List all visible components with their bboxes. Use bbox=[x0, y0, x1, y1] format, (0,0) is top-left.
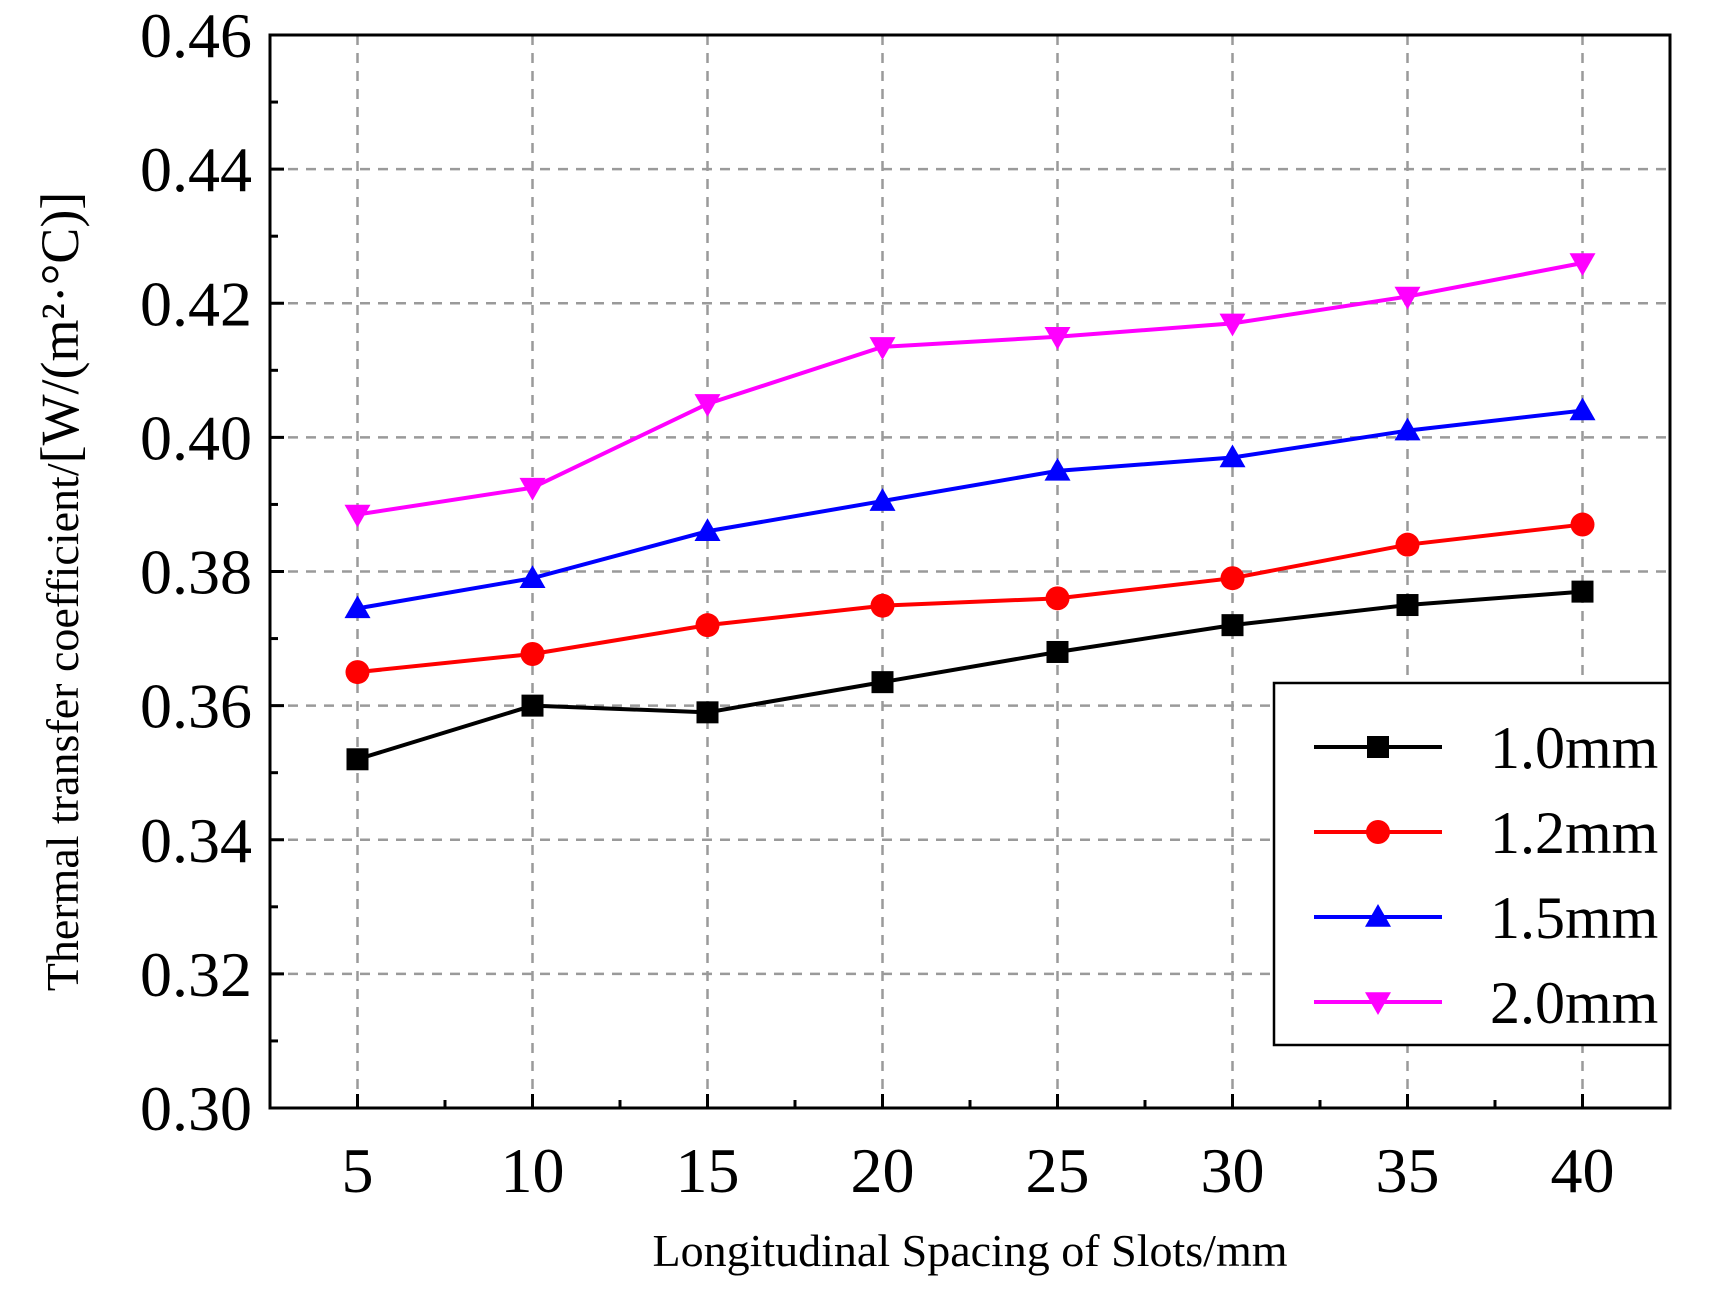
series-1-5mm bbox=[344, 397, 1596, 619]
data-point-1-0mm bbox=[1221, 614, 1244, 637]
series-line-1-5mm bbox=[357, 408, 1583, 611]
y-tick-label: 0.44 bbox=[140, 134, 252, 205]
data-point-1-0mm bbox=[1571, 580, 1594, 603]
legend-marker bbox=[1366, 820, 1390, 844]
data-point-1-2mm bbox=[1220, 566, 1245, 591]
data-point-1-0mm bbox=[871, 671, 894, 694]
data-point-1-5mm bbox=[344, 595, 371, 619]
data-point-1-5mm bbox=[1394, 417, 1421, 441]
data-point-1-2mm bbox=[1395, 532, 1420, 557]
y-tick-label: 0.40 bbox=[140, 402, 252, 473]
data-point-1-2mm bbox=[870, 593, 895, 618]
y-tick-label: 0.46 bbox=[140, 0, 252, 71]
y-tick-label: 0.38 bbox=[140, 537, 252, 608]
y-tick-label: 0.36 bbox=[140, 671, 252, 742]
data-point-1-2mm bbox=[1570, 512, 1595, 537]
legend-marker bbox=[1367, 736, 1389, 758]
data-point-1-2mm bbox=[695, 613, 720, 638]
legend-label: 1.2mm bbox=[1490, 800, 1658, 866]
data-point-1-5mm bbox=[694, 518, 721, 542]
data-point-1-0mm bbox=[1396, 594, 1419, 617]
y-tick-label: 0.32 bbox=[140, 939, 252, 1010]
x-axis-title: Longitudinal Spacing of Slots/mm bbox=[652, 1225, 1287, 1276]
data-point-1-2mm bbox=[345, 660, 370, 685]
legend: 1.0mm 1.2mm 1.5mm 2.0mm bbox=[1272, 681, 1672, 1047]
y-tick-label: 0.30 bbox=[140, 1073, 252, 1144]
x-tick-label: 20 bbox=[851, 1135, 915, 1206]
data-point-1-0mm bbox=[521, 694, 544, 717]
data-series bbox=[344, 253, 1596, 771]
legend-item-2-0mm: 2.0mm bbox=[1314, 970, 1658, 1036]
legend-marker bbox=[1365, 904, 1391, 927]
x-axis-ticks: 5 10 15 20 25 30 35 40 bbox=[342, 1094, 1615, 1206]
x-tick-label: 35 bbox=[1376, 1135, 1440, 1206]
data-point-1-5mm bbox=[519, 565, 546, 588]
legend-label: 2.0mm bbox=[1490, 970, 1658, 1036]
x-tick-label: 10 bbox=[501, 1135, 565, 1206]
series-line-1-0mm bbox=[356, 589, 1583, 762]
legend-item-1-5mm: 1.5mm bbox=[1314, 885, 1658, 951]
legend-marker bbox=[1365, 992, 1391, 1015]
data-point-2-0mm bbox=[869, 337, 896, 360]
data-point-1-5mm bbox=[1569, 397, 1596, 421]
data-point-1-2mm bbox=[1045, 586, 1070, 611]
data-point-1-5mm bbox=[1044, 457, 1071, 481]
x-tick-label: 15 bbox=[676, 1135, 740, 1206]
y-axis-title: Thermal transfer coefficient/[W/(m²·°C)] bbox=[30, 192, 90, 992]
x-tick-label: 30 bbox=[1201, 1135, 1265, 1206]
data-point-1-2mm bbox=[520, 641, 545, 666]
data-point-1-5mm bbox=[869, 488, 896, 511]
x-tick-label: 25 bbox=[1026, 1135, 1090, 1206]
data-point-1-0mm bbox=[346, 748, 369, 771]
y-axis-ticks: 0.30 0.32 0.34 0.36 0.38 0.40 0.42 0.44 0.46 bbox=[140, 0, 284, 1144]
data-point-1-5mm bbox=[1219, 444, 1246, 468]
data-point-1-0mm bbox=[1046, 640, 1069, 663]
x-tick-label: 5 bbox=[342, 1135, 374, 1206]
x-tick-label: 40 bbox=[1551, 1135, 1615, 1206]
y-tick-label: 0.42 bbox=[140, 268, 252, 339]
data-point-2-0mm bbox=[344, 504, 371, 528]
data-point-2-0mm bbox=[1394, 286, 1421, 310]
data-point-2-0mm bbox=[519, 477, 546, 501]
legend-item-1-0mm: 1.0mm bbox=[1314, 715, 1658, 781]
legend-label: 1.5mm bbox=[1490, 885, 1658, 951]
data-point-2-0mm bbox=[1044, 327, 1071, 350]
data-point-2-0mm bbox=[1569, 253, 1596, 277]
y-axis-title-unit: [W/(m²·°C)] bbox=[30, 192, 90, 464]
y-tick-label: 0.34 bbox=[140, 805, 252, 876]
series-2-0mm bbox=[344, 253, 1596, 528]
legend-item-1-2mm: 1.2mm bbox=[1314, 800, 1658, 866]
y-axis-title-text: Thermal transfer coefficient/ bbox=[37, 463, 88, 991]
legend-label: 1.0mm bbox=[1490, 715, 1658, 781]
data-point-2-0mm bbox=[694, 394, 721, 417]
data-point-2-0mm bbox=[1219, 313, 1246, 337]
series-line-1-2mm bbox=[357, 522, 1583, 675]
data-point-1-0mm bbox=[696, 701, 719, 724]
series-line-2-0mm bbox=[357, 261, 1583, 517]
series-1-0mm bbox=[346, 580, 1594, 771]
legend-box bbox=[1272, 681, 1672, 1047]
series-1-2mm bbox=[345, 512, 1595, 685]
